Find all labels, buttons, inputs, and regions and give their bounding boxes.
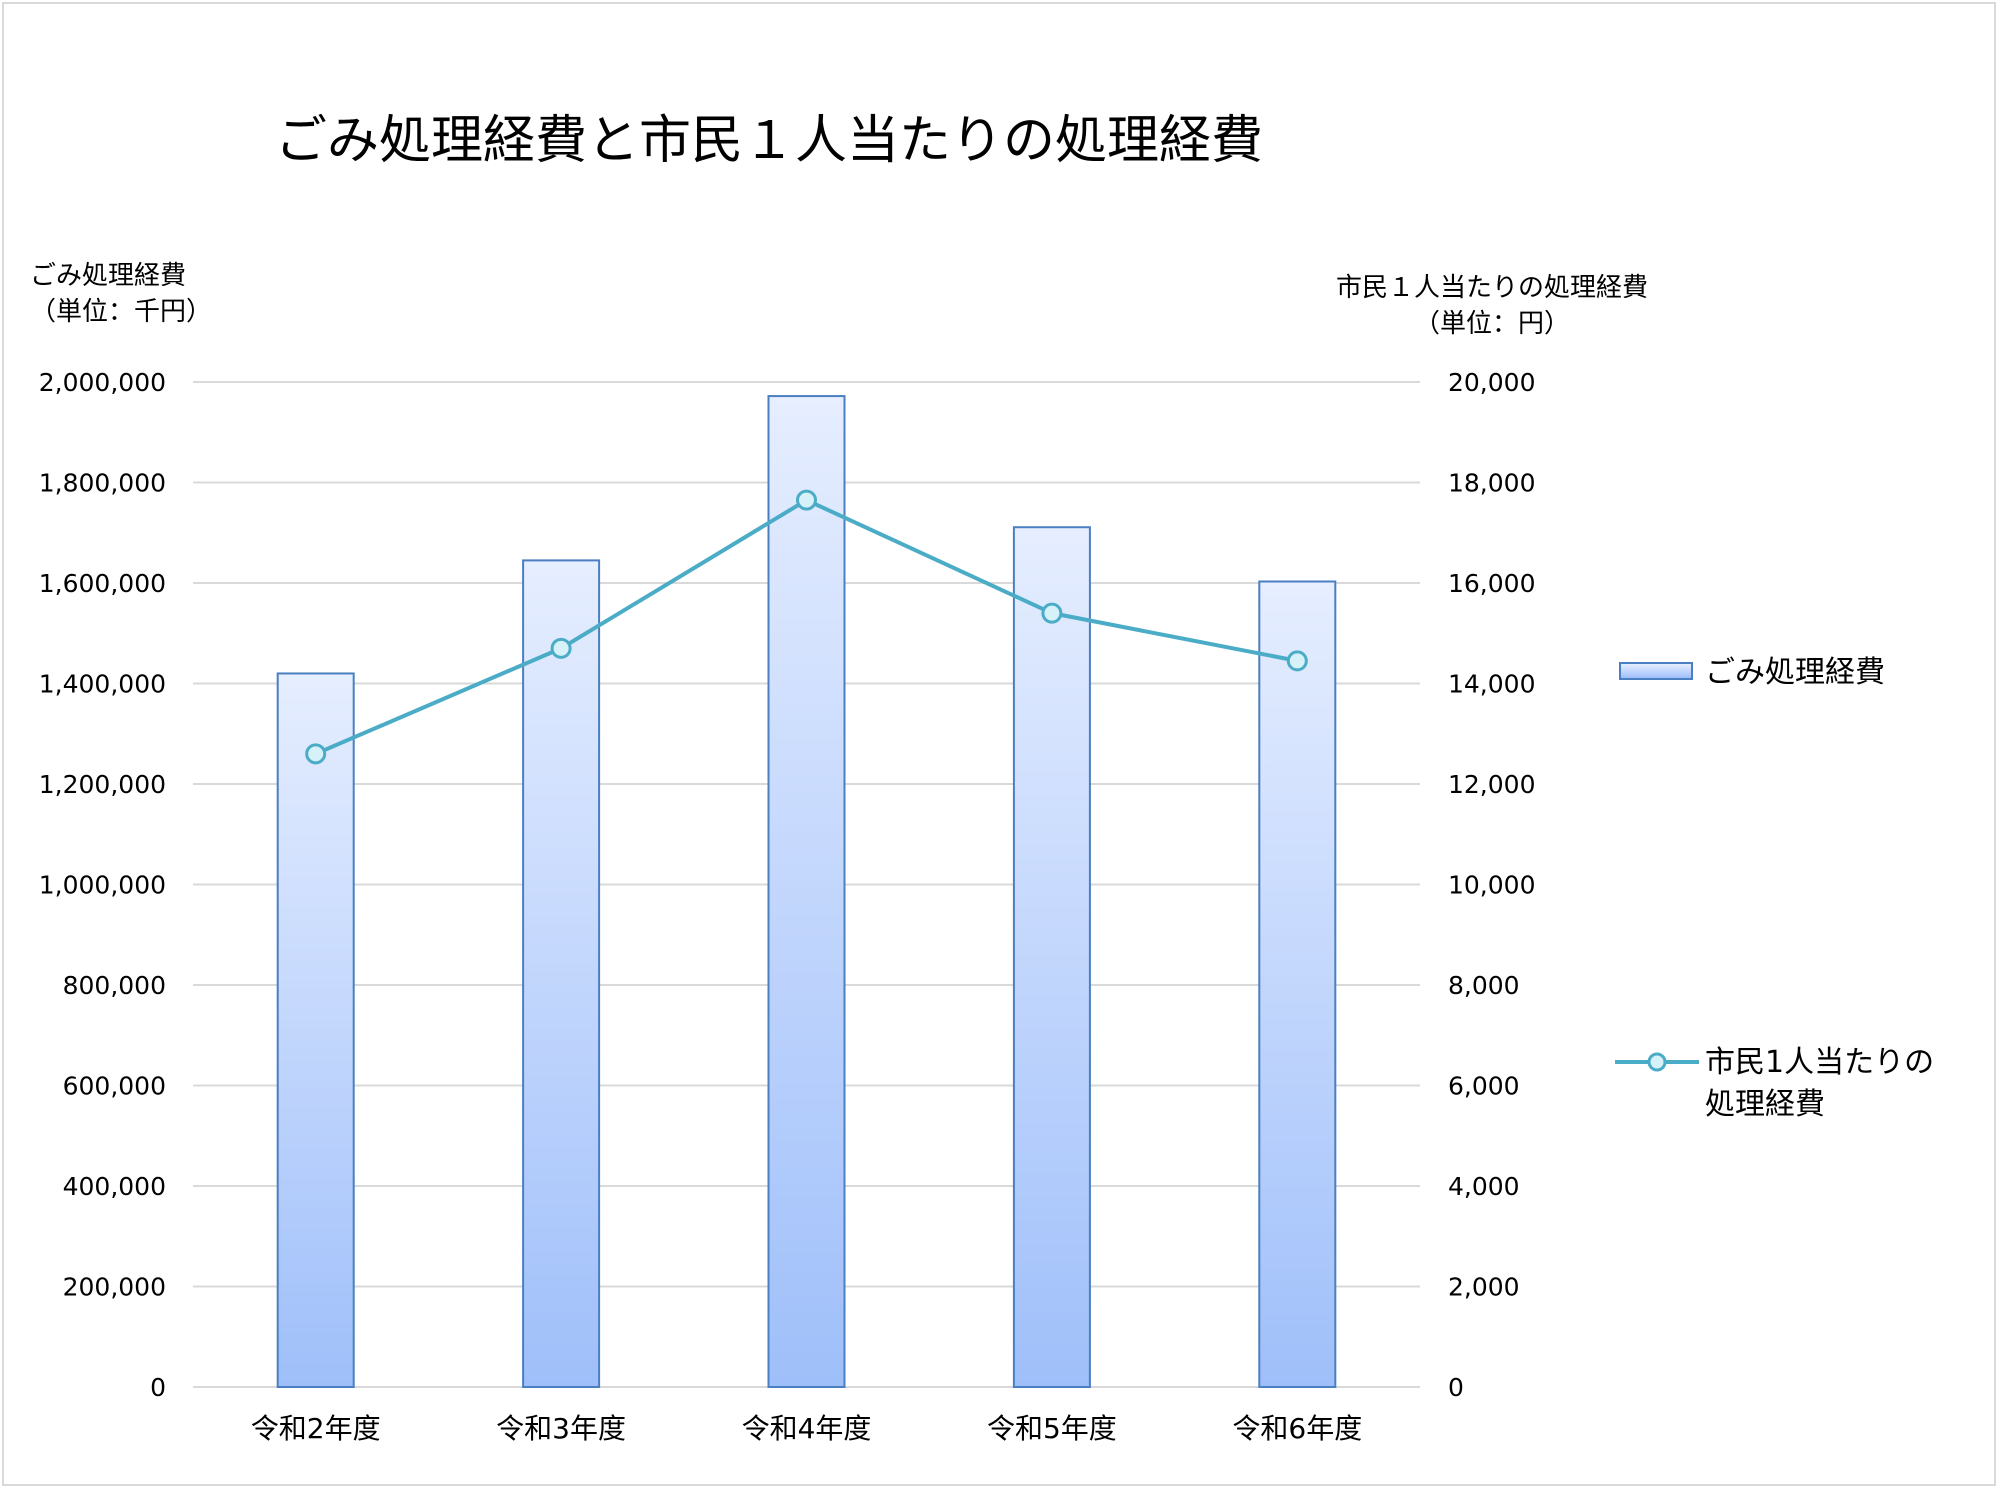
left-axis-title-line1: ごみ処理経費 bbox=[30, 261, 187, 291]
right-axis-title-line2: （単位：円） bbox=[1413, 309, 1570, 339]
left-axis-tick-label: 1,000,000 bbox=[39, 871, 166, 900]
legend-line-swatch bbox=[1615, 1052, 1699, 1072]
right-axis-tick-label: 18,000 bbox=[1448, 469, 1535, 498]
line-marker bbox=[305, 743, 327, 765]
bar bbox=[522, 559, 601, 1388]
left-axis-tick-label: 1,200,000 bbox=[39, 770, 166, 799]
right-axis-tick-label: 10,000 bbox=[1448, 871, 1535, 900]
right-axis-tick-label: 2,000 bbox=[1448, 1273, 1520, 1302]
right-axis-tick-label: 16,000 bbox=[1448, 569, 1535, 598]
left-axis-tick-label: 600,000 bbox=[63, 1072, 166, 1101]
line-marker bbox=[1041, 602, 1063, 624]
right-axis-tick-label: 8,000 bbox=[1448, 971, 1520, 1000]
right-axis-tick-label: 12,000 bbox=[1448, 770, 1535, 799]
line-marker bbox=[796, 489, 817, 511]
left-axis-tick-label: 2,000,000 bbox=[39, 368, 166, 397]
right-axis-title: 市民１人当たりの処理経費 （単位：円） bbox=[1336, 270, 1648, 342]
right-axis-tick-label: 20,000 bbox=[1448, 368, 1535, 397]
legend-line-label-line1: 市民1人当たりの bbox=[1705, 1045, 1935, 1080]
bar bbox=[1258, 580, 1337, 1388]
x-axis-category-label: 令和4年度 bbox=[742, 1412, 872, 1445]
line-marker bbox=[550, 637, 572, 659]
right-axis-tick-label: 4,000 bbox=[1448, 1172, 1520, 1201]
bar bbox=[276, 672, 355, 1388]
left-axis-tick-label: 200,000 bbox=[63, 1273, 166, 1302]
left-axis-tick-label: 1,400,000 bbox=[39, 670, 166, 699]
left-axis-tick-label: 1,800,000 bbox=[39, 469, 166, 498]
line-marker bbox=[1286, 650, 1308, 672]
left-axis-tick-label: 0 bbox=[150, 1373, 166, 1402]
right-axis-tick-label: 0 bbox=[1448, 1373, 1464, 1402]
bar bbox=[1012, 526, 1091, 1388]
x-axis-category-label: 令和5年度 bbox=[987, 1412, 1117, 1445]
left-axis-tick-label: 400,000 bbox=[63, 1172, 166, 1201]
legend-bar-label: ごみ処理経費 bbox=[1705, 655, 1885, 690]
x-axis-category-label: 令和2年度 bbox=[251, 1412, 381, 1445]
legend-line-label-line2: 処理経費 bbox=[1705, 1087, 1825, 1122]
left-axis-title-line2: （単位：千円） bbox=[30, 297, 213, 327]
chart-title: ごみ処理経費と市民１人当たりの処理経費 bbox=[275, 111, 1264, 171]
bar bbox=[767, 395, 846, 1388]
right-axis-title-line1: 市民１人当たりの処理経費 bbox=[1335, 273, 1648, 303]
legend-line-label: 市民1人当たりの 処理経費 bbox=[1705, 1042, 1934, 1126]
left-axis-tick-label: 1,600,000 bbox=[39, 569, 166, 598]
right-axis-tick-label: 14,000 bbox=[1448, 670, 1535, 699]
right-axis-tick-label: 6,000 bbox=[1448, 1072, 1520, 1101]
x-axis-category-label: 令和3年度 bbox=[496, 1412, 626, 1445]
x-axis-category-label: 令和6年度 bbox=[1232, 1412, 1362, 1445]
left-axis-title: ごみ処理経費 （単位：千円） bbox=[30, 258, 212, 330]
left-axis-tick-label: 800,000 bbox=[63, 971, 166, 1000]
legend-bar-swatch bbox=[1619, 662, 1693, 680]
